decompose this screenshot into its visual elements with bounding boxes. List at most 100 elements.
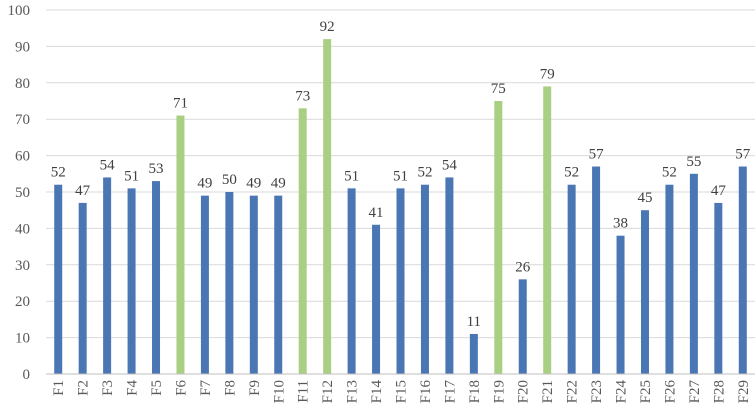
x-tick-label-F7: F7	[198, 380, 214, 396]
bar-F12	[323, 39, 332, 375]
data-label-F6: 71	[173, 96, 188, 112]
bar-F14	[372, 224, 381, 374]
bar-F15	[396, 188, 405, 374]
y-tick-label: 20	[15, 294, 30, 310]
data-label-F28: 47	[711, 183, 727, 199]
bar-F20	[518, 279, 527, 374]
bar-F21	[543, 86, 552, 374]
bar-F10	[274, 195, 283, 374]
bar-F13	[347, 188, 356, 374]
bar-F24	[616, 235, 625, 374]
x-tick-label-F8: F8	[222, 380, 238, 396]
data-label-F22: 52	[564, 165, 579, 181]
data-label-F19: 75	[491, 81, 506, 97]
x-tick-label-F11: F11	[296, 380, 312, 403]
data-label-F25: 45	[637, 190, 652, 206]
bar-F23	[592, 166, 601, 374]
data-label-F10: 49	[271, 176, 286, 192]
y-tick-label: 0	[23, 367, 31, 383]
x-tick-label-F18: F18	[467, 380, 483, 403]
x-tick-label-F17: F17	[442, 380, 458, 404]
bar-F29	[738, 166, 747, 374]
data-label-F1: 52	[51, 165, 66, 181]
data-label-F2: 47	[75, 183, 91, 199]
data-label-F26: 52	[662, 165, 677, 181]
x-tick-label-F20: F20	[516, 380, 532, 403]
bar-F19	[494, 101, 503, 374]
y-axis-ticks: 0 10 20 30 40 50 60 70 80 90 100	[8, 3, 31, 383]
data-labels: 52 47 54 51 53 71 49 50 49 49 73 92 51 41 51 52 54 11 75 26…	[51, 19, 751, 330]
bar-F1	[54, 184, 63, 374]
bar-F6	[176, 115, 185, 374]
bar-F22	[567, 184, 576, 374]
x-tick-label-F16: F16	[418, 380, 434, 404]
data-label-F7: 49	[197, 176, 212, 192]
bar-F11	[298, 108, 307, 374]
bar-F9	[249, 195, 258, 374]
x-tick-label-F29: F29	[736, 380, 752, 403]
bar-F27	[689, 173, 698, 374]
bar-F16	[420, 184, 429, 374]
bar-F4	[127, 188, 136, 374]
y-tick-label: 70	[15, 112, 30, 128]
data-label-F18: 11	[467, 314, 481, 330]
x-tick-label-F25: F25	[638, 380, 654, 403]
data-label-F14: 41	[369, 205, 384, 221]
data-label-F16: 52	[417, 165, 432, 181]
bar-F17	[445, 177, 454, 374]
data-label-F12: 92	[320, 19, 335, 35]
x-axis-ticks: F1 F2 F3 F4 F5 F6 F7 F8 F9 F10 F11 F12 F13 F14 F15 F16 F…	[51, 380, 752, 404]
data-label-F11: 73	[295, 88, 310, 104]
data-label-F4: 51	[124, 168, 139, 184]
data-label-F29: 57	[735, 147, 751, 163]
bars	[54, 39, 747, 375]
data-label-F13: 51	[344, 168, 359, 184]
y-tick-label: 40	[15, 221, 30, 237]
bar-F28	[714, 202, 723, 374]
bar-F5	[152, 181, 161, 374]
x-tick-label-F13: F13	[345, 380, 361, 403]
x-tick-label-F22: F22	[565, 380, 581, 403]
bar-F7	[200, 195, 209, 374]
data-label-F17: 54	[442, 157, 458, 173]
data-label-F20: 26	[515, 259, 531, 275]
x-tick-label-F1: F1	[51, 380, 67, 396]
x-tick-label-F23: F23	[589, 380, 605, 403]
bar-F26	[665, 184, 674, 374]
x-tick-label-F9: F9	[247, 380, 263, 396]
x-tick-label-F28: F28	[711, 380, 727, 403]
y-tick-label: 10	[15, 331, 30, 347]
x-tick-label-F21: F21	[540, 380, 556, 403]
data-label-F27: 55	[686, 154, 701, 170]
data-label-F24: 38	[613, 216, 628, 232]
data-label-F8: 50	[222, 172, 237, 188]
x-tick-label-F19: F19	[491, 380, 507, 403]
data-label-F9: 49	[246, 176, 261, 192]
x-tick-label-F14: F14	[369, 380, 385, 404]
data-label-F5: 53	[149, 161, 164, 177]
bar-F3	[103, 177, 112, 374]
x-tick-label-F12: F12	[320, 380, 336, 403]
y-tick-label: 50	[15, 185, 30, 201]
x-tick-label-F4: F4	[125, 380, 141, 396]
y-tick-label: 80	[15, 76, 30, 92]
x-tick-label-F5: F5	[149, 380, 165, 396]
bar-F2	[78, 202, 87, 374]
x-tick-label-F6: F6	[173, 380, 189, 396]
bar-F18	[469, 333, 478, 374]
bar-F25	[640, 210, 649, 374]
x-tick-label-F27: F27	[687, 380, 703, 404]
data-label-F21: 79	[540, 66, 555, 82]
data-label-F3: 54	[100, 157, 116, 173]
x-tick-label-F3: F3	[100, 380, 116, 396]
data-label-F15: 51	[393, 168, 408, 184]
x-tick-label-F2: F2	[76, 380, 92, 396]
x-tick-label-F15: F15	[394, 380, 410, 403]
y-tick-label: 100	[8, 3, 31, 19]
y-tick-label: 30	[15, 258, 30, 274]
bar-F8	[225, 192, 234, 374]
x-tick-label-F26: F26	[662, 380, 678, 404]
data-label-F23: 57	[589, 147, 605, 163]
y-tick-label: 60	[15, 149, 30, 165]
